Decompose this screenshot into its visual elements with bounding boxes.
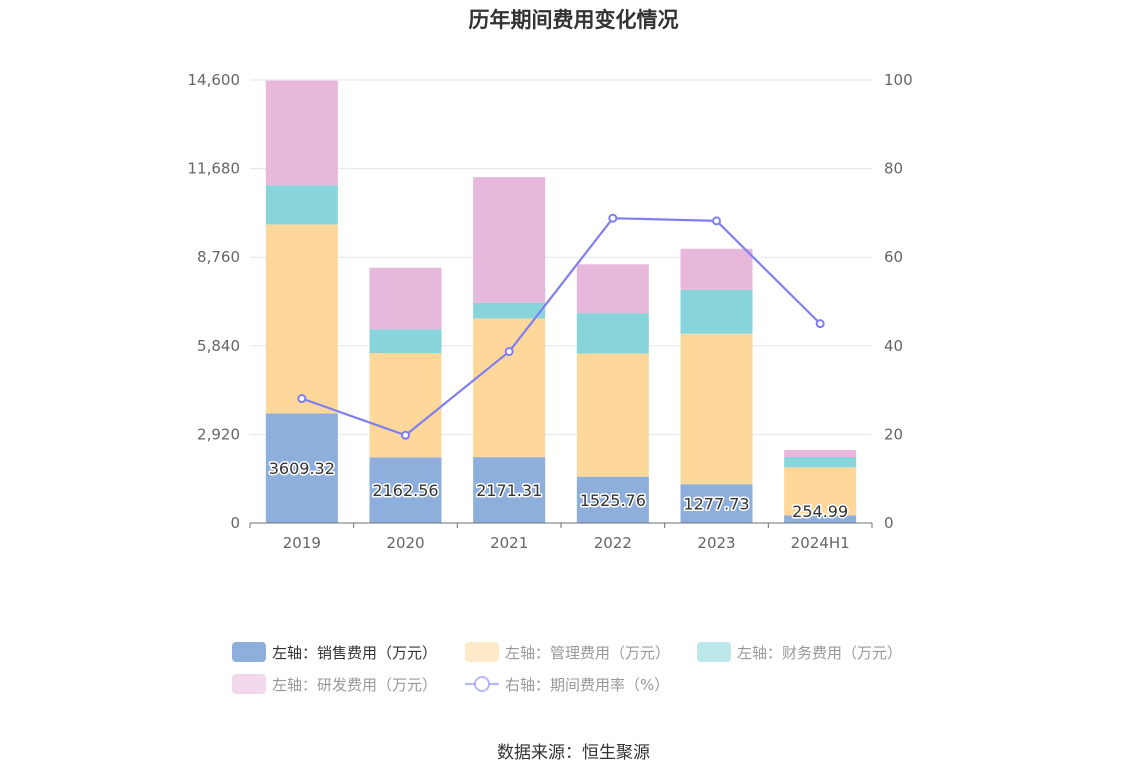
bar-finance — [369, 329, 442, 354]
rate-point — [815, 319, 825, 329]
bar-admin — [784, 467, 857, 516]
bars-layer — [265, 80, 857, 523]
legend-swatch-point — [474, 676, 490, 692]
x-axis: 2019 2020 2021 2022 2023 2024H1 — [249, 522, 873, 552]
legend-label-admin: 左轴：管理费用（万元） — [505, 644, 670, 662]
data-labels-layer: 3609.32 2162.56 2171.31 1525.76 1277.73 254.9… — [267, 458, 849, 523]
right-tick-label: 0 — [884, 514, 894, 532]
left-tick-label: 2,920 — [197, 425, 240, 443]
legend-swatch-rnd — [232, 674, 266, 694]
left-tick-label: 5,840 — [197, 337, 240, 355]
legend-label-finance: 左轴：财务费用（万元） — [737, 644, 902, 662]
sales-data-label: 3609.32 — [269, 459, 335, 478]
left-tick-label: 0 — [230, 514, 240, 532]
left-tick-label: 14,600 — [188, 71, 241, 89]
bar-rnd — [265, 80, 338, 186]
sales-data-label: 2162.56 — [372, 481, 438, 500]
x-tick-label: 2023 — [697, 534, 735, 552]
source-note: 数据来源：恒生聚源 — [497, 743, 650, 763]
bar-sales — [369, 457, 442, 523]
right-tick-label: 20 — [884, 425, 903, 443]
x-tick-label: 2024H1 — [791, 534, 850, 552]
rate-point — [608, 213, 618, 223]
rate-point — [504, 347, 514, 357]
x-tick-label: 2019 — [283, 534, 321, 552]
bar-admin — [576, 353, 649, 477]
legend-label-rnd: 左轴：研发费用（万元） — [272, 676, 437, 694]
rate-line-layer — [297, 213, 825, 440]
right-axis: 0 20 40 60 80 100 — [884, 71, 913, 532]
left-tick-label: 11,680 — [188, 160, 241, 178]
grid-layer — [250, 79, 872, 435]
x-tick-label: 2020 — [386, 534, 424, 552]
bar-admin — [265, 224, 338, 414]
bar-admin — [369, 353, 442, 458]
bar-finance — [680, 289, 753, 334]
rate-point — [297, 394, 307, 404]
legend-label-rate: 右轴：期间费用率（%） — [505, 676, 669, 694]
bar-finance — [265, 185, 338, 225]
legend-swatch-admin — [465, 642, 499, 662]
bar-sales — [473, 457, 546, 523]
x-tick-label: 2022 — [594, 534, 632, 552]
bar-rnd — [473, 177, 546, 303]
rate-line — [301, 217, 821, 437]
bar-admin — [680, 333, 753, 485]
right-tick-label: 80 — [884, 160, 903, 178]
sales-data-label: 254.99 — [792, 502, 848, 521]
bar-rnd — [784, 450, 857, 458]
bar-sales — [265, 413, 338, 523]
bar-sales — [576, 476, 649, 523]
bar-finance — [784, 457, 857, 468]
bar-finance — [576, 313, 649, 354]
rate-point — [401, 430, 410, 440]
legend-swatch-finance — [697, 642, 731, 662]
right-tick-label: 100 — [884, 71, 913, 89]
bar-rnd — [369, 267, 442, 330]
legend-label-sales: 左轴：销售费用（万元） — [272, 644, 437, 662]
bar-rnd — [680, 248, 753, 290]
right-tick-label: 60 — [884, 248, 903, 266]
sales-data-label: 2171.31 — [476, 481, 542, 500]
bar-admin — [473, 318, 546, 458]
sales-data-label: 1277.73 — [683, 495, 749, 514]
bar-sales — [784, 515, 857, 523]
right-tick-label: 40 — [884, 337, 903, 355]
sales-data-label: 1525.76 — [580, 491, 646, 510]
chart-title: 历年期间费用变化情况 — [468, 8, 679, 32]
legend-swatch-sales — [232, 642, 266, 662]
legend: 左轴：销售费用（万元） 左轴：管理费用（万元） 左轴：财务费用（万元） 左轴：研发费用… — [232, 642, 902, 694]
bar-rnd — [576, 264, 649, 314]
bar-finance — [473, 302, 546, 319]
left-axis: 0 2,920 5,840 8,760 11,680 14,600 — [188, 71, 241, 532]
rate-point — [712, 216, 721, 226]
x-tick-label: 2021 — [490, 534, 528, 552]
bar-sales — [680, 484, 753, 523]
left-tick-label: 8,760 — [197, 248, 240, 266]
